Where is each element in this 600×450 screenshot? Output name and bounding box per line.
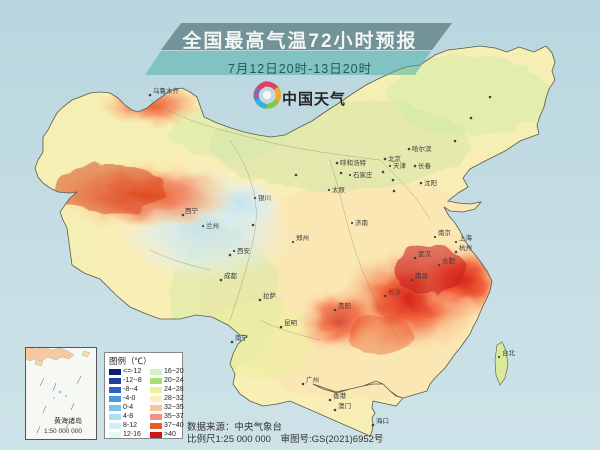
svg-text:拉萨: 拉萨 [263, 291, 277, 300]
svg-text:上海: 上海 [459, 233, 473, 242]
svg-text:西安: 西安 [237, 246, 251, 255]
svg-text:澳门: 澳门 [338, 401, 351, 410]
svg-text:长沙: 长沙 [388, 287, 402, 296]
svg-text:南宁: 南宁 [235, 333, 249, 342]
svg-text:长春: 长春 [418, 161, 432, 170]
svg-text:台北: 台北 [502, 348, 516, 357]
svg-text:合肥: 合肥 [442, 256, 456, 265]
svg-text:石家庄: 石家庄 [353, 170, 373, 179]
svg-text:沈阳: 沈阳 [424, 178, 437, 187]
svg-text:天津: 天津 [393, 162, 407, 170]
svg-text:香港: 香港 [333, 391, 347, 400]
svg-text:广州: 广州 [306, 375, 319, 384]
svg-text:兰州: 兰州 [206, 221, 219, 230]
svg-text:成都: 成都 [224, 271, 238, 280]
svg-text:南京: 南京 [438, 228, 452, 237]
svg-text:贵阳: 贵阳 [338, 301, 351, 310]
svg-text:武汉: 武汉 [418, 249, 432, 258]
svg-text:西宁: 西宁 [185, 206, 199, 215]
svg-text:乌鲁木齐: 乌鲁木齐 [153, 86, 180, 95]
svg-text:呼和浩特: 呼和浩特 [340, 158, 367, 167]
svg-text:太原: 太原 [332, 185, 346, 194]
svg-text:南昌: 南昌 [415, 271, 428, 280]
svg-text:杭州: 杭州 [459, 243, 472, 252]
svg-text:郑州: 郑州 [296, 234, 309, 242]
svg-text:济南: 济南 [355, 218, 369, 227]
svg-text:昆明: 昆明 [284, 319, 298, 327]
svg-text:海口: 海口 [376, 416, 389, 425]
svg-text:哈尔滨: 哈尔滨 [412, 144, 432, 153]
svg-text:北京: 北京 [388, 154, 402, 163]
svg-text:银川: 银川 [258, 193, 271, 202]
